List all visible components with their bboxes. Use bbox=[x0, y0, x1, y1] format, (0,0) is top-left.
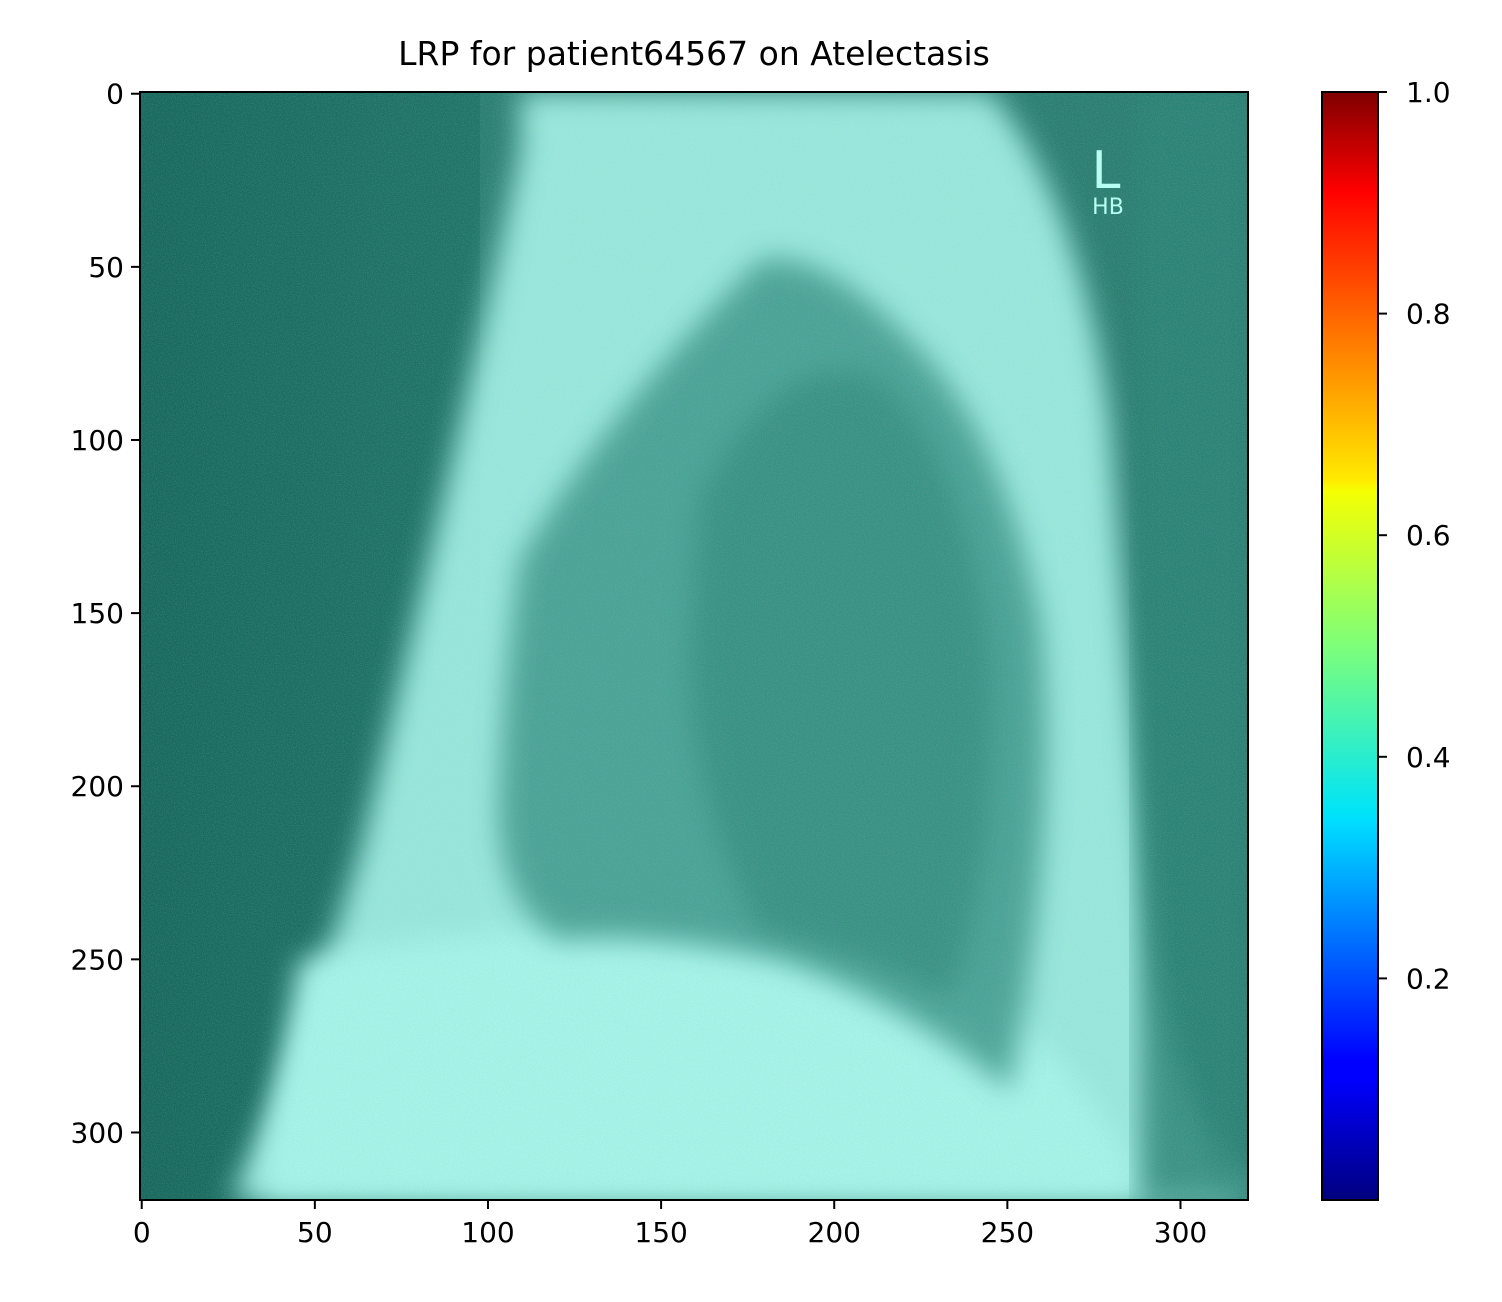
x-tick-label: 250 bbox=[981, 1216, 1034, 1249]
colorbar-tick-label: 0.2 bbox=[1406, 962, 1451, 995]
y-tick-label: 50 bbox=[88, 251, 124, 284]
x-tick-label: 50 bbox=[297, 1216, 333, 1249]
chart-title: LRP for patient64567 on Atelectasis bbox=[398, 34, 990, 73]
colorbar-tick-label: 1.0 bbox=[1406, 76, 1451, 109]
x-tick-label: 150 bbox=[634, 1216, 687, 1249]
image-marker-l: L bbox=[1092, 141, 1121, 201]
x-tick-label: 0 bbox=[133, 1216, 151, 1249]
y-tick-label: 300 bbox=[71, 1116, 124, 1149]
colorbar-tick-label: 0.8 bbox=[1406, 298, 1451, 331]
heatmap-image: L HB bbox=[140, 92, 1248, 1200]
y-tick-label: 200 bbox=[71, 770, 124, 803]
y-tick-label: 0 bbox=[106, 78, 124, 111]
image-marker-hb: HB bbox=[1092, 195, 1124, 220]
y-tick-label: 150 bbox=[71, 597, 124, 630]
y-axis: 0 50 100 150 200 250 300 bbox=[71, 78, 140, 1149]
colorbar-tick-label: 0.6 bbox=[1406, 519, 1451, 552]
colorbar bbox=[1321, 91, 1379, 1201]
colorbar-axis: 0.2 0.4 0.6 0.8 1.0 bbox=[1378, 76, 1451, 995]
x-tick-label: 100 bbox=[461, 1216, 514, 1249]
y-tick-label: 100 bbox=[71, 424, 124, 457]
plot-frame bbox=[139, 91, 1249, 1201]
colorbar-tick-label: 0.4 bbox=[1406, 741, 1451, 774]
x-axis: 0 50 100 150 200 250 300 bbox=[133, 1200, 1207, 1249]
x-tick-label: 300 bbox=[1154, 1216, 1207, 1249]
y-tick-label: 250 bbox=[71, 943, 124, 976]
x-tick-label: 200 bbox=[808, 1216, 861, 1249]
